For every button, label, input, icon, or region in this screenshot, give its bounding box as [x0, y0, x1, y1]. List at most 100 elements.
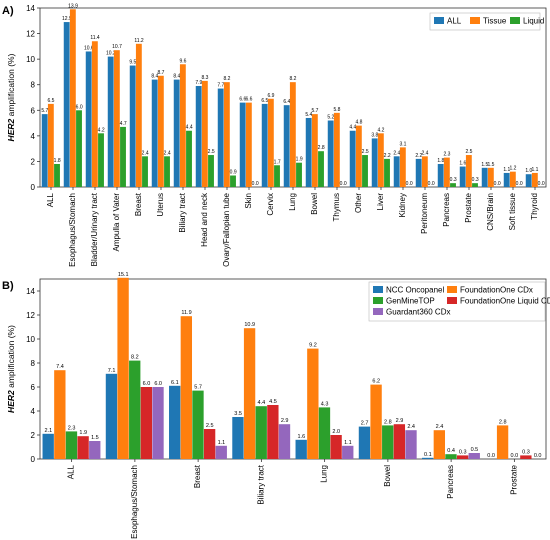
charta-bar	[377, 133, 384, 187]
chartb-value-label: 2.9	[281, 418, 289, 424]
chartb-legend-swatch	[373, 297, 383, 304]
charta-bar	[371, 138, 378, 187]
chartb-value-label: 0.3	[459, 449, 467, 455]
chartb-bar	[358, 426, 371, 459]
charta-value-label: 0.0	[494, 181, 501, 187]
charta-bar	[217, 88, 224, 187]
chartb-category-label: Biliary tract	[256, 464, 265, 504]
charta-value-label: 5.4	[305, 112, 312, 118]
chartb-legend-swatch	[447, 286, 457, 293]
charta-category-label: Skin	[244, 193, 253, 209]
charta-bar	[525, 174, 532, 187]
charta-bar	[465, 155, 472, 187]
chartb-plot-frame	[39, 278, 547, 460]
chartb-legend-swatch	[373, 308, 383, 315]
chartb-value-label: 15.1	[118, 272, 129, 278]
charta-value-label: 1.8	[437, 158, 444, 164]
charta-category-label: Breast	[134, 192, 143, 216]
charta-bar	[179, 64, 186, 187]
chartb-bar	[129, 360, 141, 459]
charta-bar	[437, 163, 444, 187]
chartb-y-axis-label: HER2 amplification (%)	[6, 325, 16, 413]
charta-value-label: 2.3	[444, 152, 451, 158]
charta-bar	[151, 79, 158, 187]
charta-value-label: 10.2	[106, 51, 116, 57]
charta-value-label: 2.4	[164, 150, 171, 156]
charta-y-axis-label-rest: amplification (%)	[6, 53, 16, 118]
chartb-bar	[433, 430, 446, 459]
charta-category-label: Prostate	[464, 192, 473, 222]
chartb-value-label: 2.4	[407, 424, 415, 430]
charta-bar	[69, 9, 76, 188]
charta-bar	[443, 157, 450, 187]
chartb-bar	[422, 457, 434, 459]
charta-bar	[195, 85, 202, 187]
chartb-bar	[255, 406, 267, 459]
chartb-bar	[278, 424, 291, 459]
charta-value-label: 6.5	[48, 98, 55, 104]
chartb-value-label: 2.4	[436, 424, 444, 430]
charta-category-label: Ampulla of Vater	[112, 193, 121, 252]
charta-bar	[85, 51, 92, 187]
charta-bar	[349, 130, 356, 187]
chartb-value-label: 7.1	[108, 368, 116, 374]
chartb-value-label: 7.4	[56, 364, 64, 370]
charta-category-label: Peritoneum	[420, 193, 429, 234]
charta-category-label: Uterus	[156, 193, 165, 217]
charta-value-label: 2.4	[142, 150, 149, 156]
chartb-category-label: Esophagus/Stomach	[130, 465, 139, 539]
charta-value-label: 5.7	[312, 108, 319, 114]
charta-value-label: 1.1	[503, 167, 510, 173]
charta-value-label: 9.5	[129, 60, 136, 66]
chartb-bar	[370, 384, 382, 459]
charta-bar	[472, 183, 478, 187]
chartb-bar	[468, 453, 480, 459]
charta-bar	[311, 114, 318, 187]
chartb-category-label: Pancreas	[446, 465, 455, 499]
charta-value-label: 0.9	[230, 169, 237, 175]
charta-bar	[318, 151, 324, 187]
charta-value-label: 1.6	[459, 161, 466, 167]
charta-bar	[113, 50, 120, 187]
charta-category-label: Lung	[288, 193, 297, 211]
charta-value-label: 5.2	[327, 115, 334, 121]
chartb-legend-label: FoundationOne Liquid CDx	[460, 297, 550, 306]
charta-panel-label: A)	[2, 5, 14, 17]
chartb-bar	[89, 441, 101, 459]
charta-value-label: 4.7	[120, 121, 127, 127]
charta-bar	[305, 117, 312, 187]
charta-bar	[355, 125, 362, 187]
charta-category-label: Pancreas	[442, 193, 451, 227]
charta-value-label: 2.8	[318, 145, 325, 151]
chartb-bar	[456, 455, 469, 459]
chartb-value-label: 11.9	[181, 310, 191, 316]
chartb-value-label: 2.0	[332, 429, 340, 435]
chartb-legend-swatch	[447, 297, 457, 304]
chartb-bar	[65, 431, 78, 459]
chartb-value-label: 6.2	[372, 379, 380, 385]
charta-category-label: Thyroid	[530, 193, 539, 220]
chartb-category-label: ALL	[67, 464, 76, 479]
chartb-value-label: 2.5	[206, 423, 214, 429]
charta-ytick-label: 6	[31, 106, 36, 115]
charta-bar	[393, 156, 400, 187]
charta-legend: ALL Tissue Liquid	[429, 12, 544, 31]
charta-value-label: 8.2	[224, 76, 231, 82]
chartb-value-label: 1.5	[91, 435, 99, 441]
charta-value-label: 4.4	[186, 125, 193, 131]
chartb-bar	[180, 316, 193, 459]
charta-bar	[208, 155, 214, 187]
charta-value-label: 2.2	[384, 153, 391, 159]
charta-value-label: 0.3	[472, 177, 479, 183]
charta-value-label: 8.7	[158, 70, 165, 76]
charta-bar	[487, 167, 494, 187]
charta-category-label: ALL	[46, 192, 55, 207]
chartb-value-label: 2.8	[499, 419, 507, 425]
charta-value-label: 2.2	[415, 153, 422, 159]
chartb-category-label: Prostate	[509, 464, 518, 494]
charta-bar	[399, 147, 406, 187]
chartb-bar	[152, 387, 164, 459]
chartb-bar	[215, 445, 227, 459]
chartb-bar	[203, 429, 216, 459]
